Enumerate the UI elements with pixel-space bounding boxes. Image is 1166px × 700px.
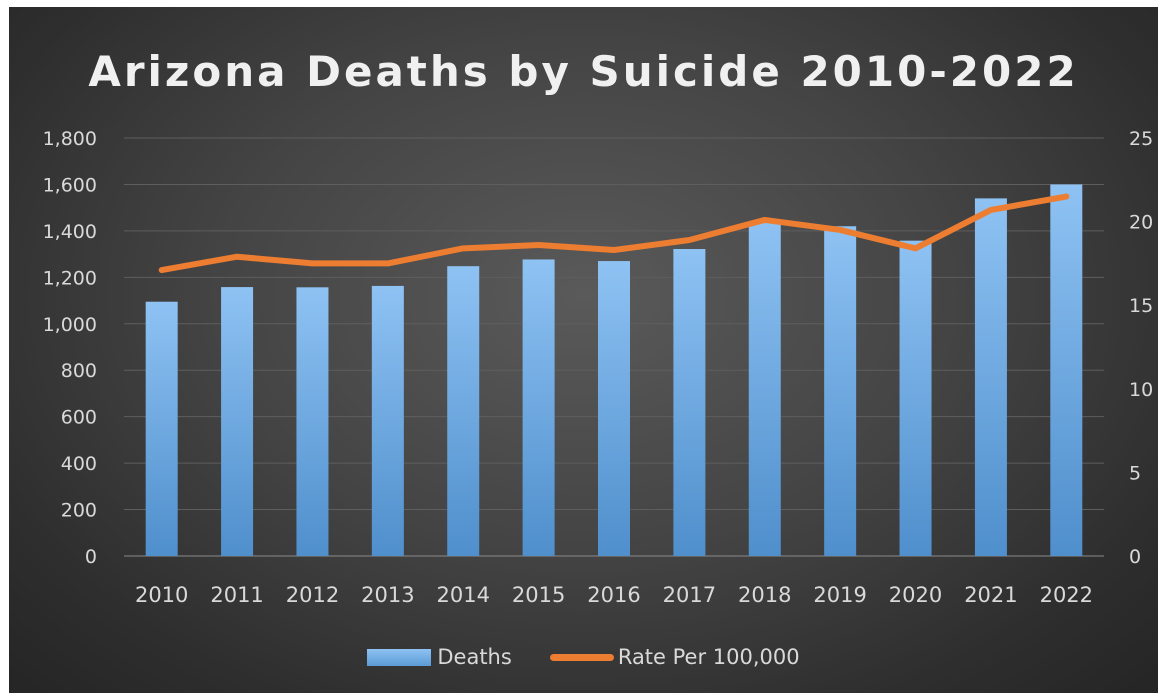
left-axis-tick-label: 800 — [61, 360, 97, 382]
x-axis-tick-label: 2012 — [286, 583, 339, 607]
line-series-rate — [158, 193, 1070, 274]
left-axis-tick-label: 0 — [85, 546, 97, 568]
legend-swatch-deaths — [367, 648, 432, 666]
bar — [145, 301, 178, 556]
bar — [824, 226, 857, 556]
bar — [748, 221, 781, 556]
legend: Deaths Rate Per 100,000 — [9, 645, 1158, 669]
x-axis-tick-label: 2018 — [738, 583, 791, 607]
left-axis-tick-label: 600 — [61, 407, 97, 429]
x-axis-tick-label: 2014 — [437, 583, 490, 607]
x-axis-tick-label: 2022 — [1040, 583, 1093, 607]
x-axis-tick-label: 2017 — [663, 583, 716, 607]
bar — [673, 249, 706, 556]
chart-title: Arizona Deaths by Suicide 2010-2022 — [88, 47, 1079, 96]
x-axis-tick-label: 2021 — [964, 583, 1017, 607]
right-axis-tick-label: 15 — [1129, 295, 1153, 317]
bar — [974, 198, 1007, 556]
right-axis-tick-label: 5 — [1129, 462, 1141, 484]
bar — [371, 285, 404, 556]
bar-series-deaths — [145, 184, 1083, 557]
left-axis-tick-label: 1,000 — [43, 314, 97, 336]
right-axis-tick-label: 10 — [1129, 379, 1153, 401]
legend-label-deaths: Deaths — [437, 645, 512, 669]
left-axis-tick-label: 1,800 — [43, 128, 97, 150]
legend-item-deaths: Deaths — [367, 645, 512, 669]
bar — [899, 240, 932, 557]
bar — [522, 259, 555, 556]
right-axis-tick-label: 0 — [1129, 546, 1141, 568]
left-axis-tick-label: 1,200 — [43, 267, 97, 289]
left-axis-tick-label: 200 — [61, 500, 97, 522]
x-axis-tick-label: 2016 — [587, 583, 640, 607]
x-axis-tick-label: 2015 — [512, 583, 565, 607]
right-axis-tick-label: 20 — [1129, 212, 1153, 234]
right-y-axis: 0 5 10 15 20 25 — [1129, 128, 1153, 568]
left-axis-tick-label: 1,400 — [43, 221, 97, 243]
legend-label-rate: Rate Per 100,000 — [617, 645, 800, 669]
bar — [1050, 184, 1083, 556]
left-axis-tick-label: 1,600 — [43, 174, 97, 196]
left-axis-tick-label: 400 — [61, 453, 97, 475]
x-axis-tick-label: 2010 — [135, 583, 188, 607]
bar — [221, 287, 254, 556]
legend-swatch-rate — [549, 653, 614, 661]
x-axis: 2010 2011 2012 2013 2014 2015 2016 2017 2018 2019… — [135, 583, 1093, 607]
x-axis-tick-label: 2011 — [210, 583, 263, 607]
legend-item-rate: Rate Per 100,000 — [512, 645, 800, 669]
left-y-axis: 0 200 400 600 800 1,000 1,200 1,400 1,600 1,800 — [43, 128, 97, 568]
chart-frame: Arizona Deaths by Suicide 2010-2022 0 200… — [9, 7, 1158, 693]
right-axis-tick-label: 25 — [1129, 128, 1153, 150]
x-axis-tick-label: 2020 — [889, 583, 942, 607]
x-axis-tick-label: 2019 — [813, 583, 866, 607]
bar — [598, 261, 630, 556]
bar — [447, 266, 480, 556]
bar — [296, 287, 329, 556]
x-axis-tick-label: 2013 — [361, 583, 414, 607]
